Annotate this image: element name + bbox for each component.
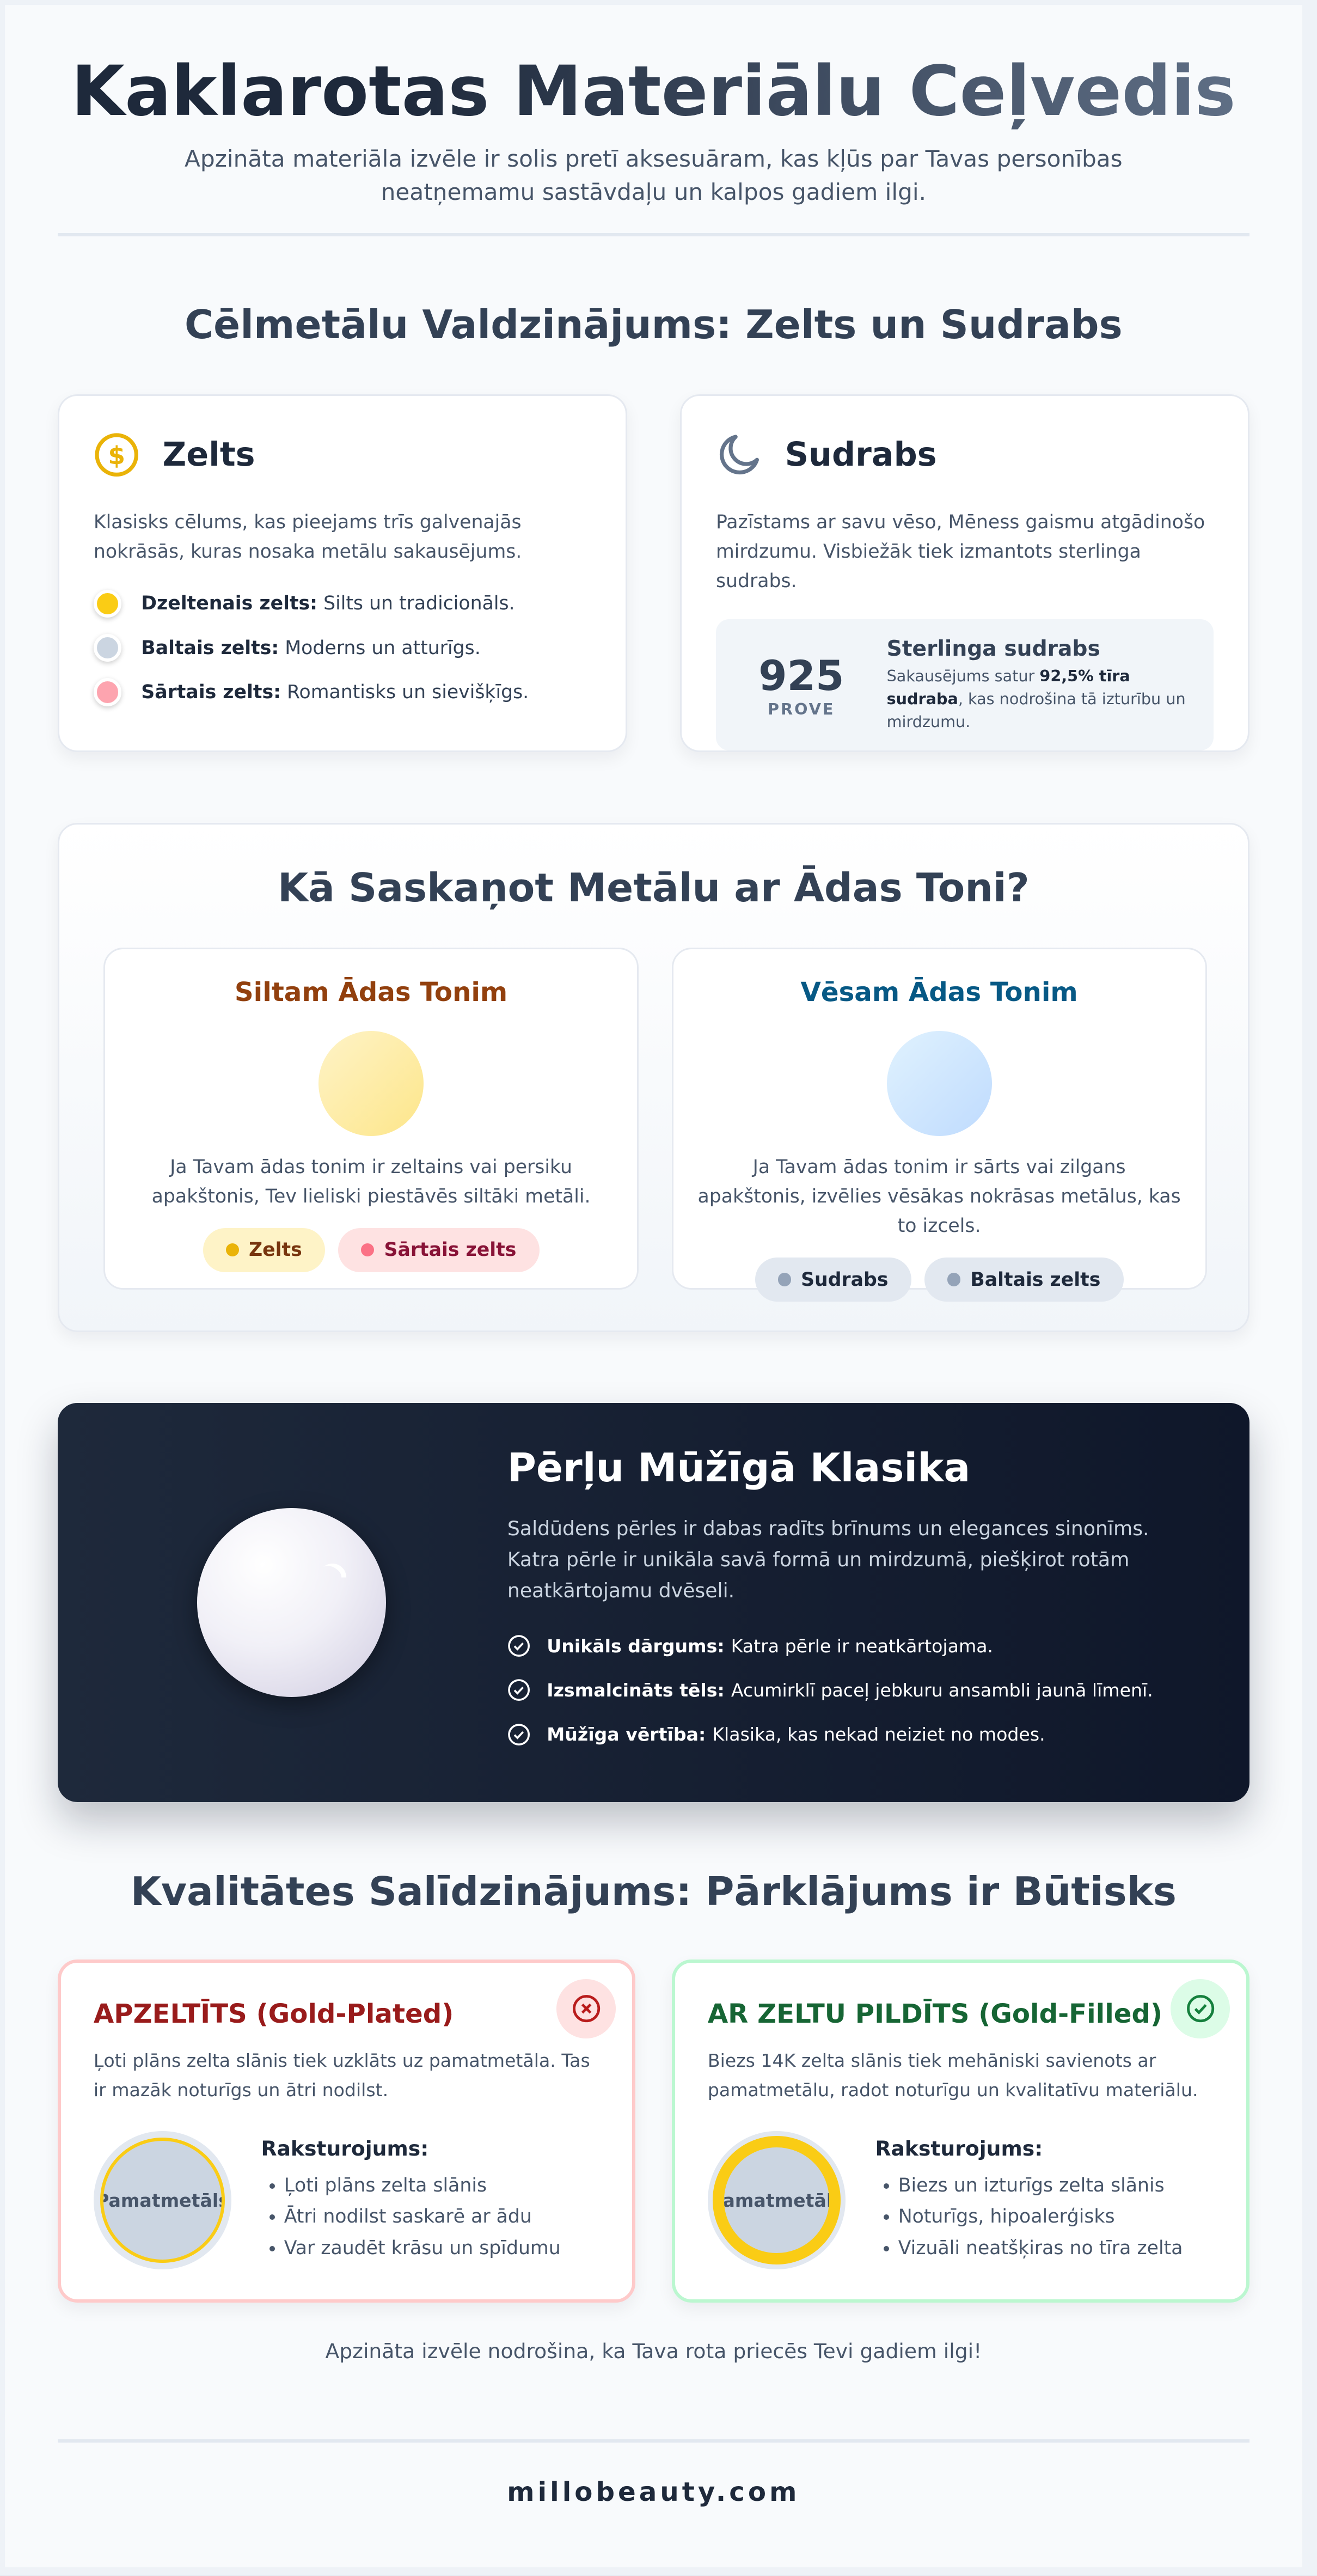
page-title: Kaklarotas Materiālu Ceļvedis <box>5 51 1302 131</box>
skin-heading: Kā Saskaņot Metālu ar Ādas Toni? <box>277 865 1030 912</box>
trait-item: Vizuāli neatšķiras no tīra zelta <box>898 2233 1183 2264</box>
tag-sartais-zelts: Sārtais zelts <box>338 1228 540 1272</box>
footer-note: Apzināta izvēle nodrošina, ka Tava rota … <box>325 2339 982 2363</box>
divider <box>57 233 1250 237</box>
trait-item: Ātri nodilst saskarē ar ādu <box>284 2201 561 2232</box>
warm-title: Siltam Ādas Tonim <box>234 977 508 1008</box>
trait-item: Biezs un izturīgs zelta slānis <box>898 2170 1183 2201</box>
color-dot <box>93 634 122 662</box>
moon-icon <box>719 435 759 475</box>
pearls-section: Pērļu Mūžīgā Klasika Saldūdens pērles ir… <box>57 1402 1250 1802</box>
page: Kaklarotas Materiālu Ceļvedis Apzināta m… <box>5 5 1302 2567</box>
pearls-title: Pērļu Mūžīgā Klasika <box>507 1445 971 1492</box>
plated-list-title: Raksturojums: <box>261 2137 429 2161</box>
sterling-text: Sakausējums satur 92,5% tīra sudraba, ka… <box>886 666 1186 731</box>
sterling-box: 925 PROVE Sterlinga sudrabs Sakausējums sa… <box>715 619 1214 751</box>
filled-description: Biezs 14K zelta slānis tiek mehāniski sa… <box>707 2049 1198 2101</box>
silver-card: Sudrabs Pazīstams ar savu vēso, Mēness g… <box>679 394 1250 753</box>
pearl-feature: Izsmalcināts tēls: Acumirklī paceļ jebkur… <box>507 1678 1230 1701</box>
plated-description: Ļoti plāns zelta slānis tiek uzklāts uz … <box>93 2049 590 2101</box>
filled-list-title: Raksturojums: <box>875 2137 1043 2161</box>
warm-tone-card: Siltam Ādas Tonim Ja Tavam ādas tonim ir… <box>103 948 639 1290</box>
x-circle-icon <box>556 1979 616 2038</box>
plated-diagram: Pamatmetāls <box>93 2131 232 2269</box>
tag-sudrabs: Sudrabs <box>755 1257 911 1302</box>
brand-link[interactable]: millobeauty.com <box>507 2477 800 2508</box>
check-circle-icon <box>507 1634 530 1657</box>
gold-title: Zelts <box>162 436 255 474</box>
cool-swatch <box>886 1030 992 1136</box>
cool-tone-card: Vēsam Ādas Tonim Ja Tavam ādas tonim ir … <box>671 948 1207 1302</box>
tag-zelts: Zelts <box>203 1228 325 1272</box>
filled-diagram: Pamatmetāls <box>707 2131 846 2269</box>
pearl-feature: Unikāls dārgums: Katra pērle ir neatkārto… <box>507 1634 1230 1657</box>
pearls-description: Saldūdens pērles ir dabas radīts brīnums… <box>507 1516 1149 1603</box>
dollar-coin-icon: $ <box>95 433 138 477</box>
metals-heading: Cēlmetālu Valdzinājums: Zelts un Sudrabs <box>185 302 1123 348</box>
silver-title: Sudrabs <box>785 436 937 474</box>
check-circle-icon <box>507 1723 530 1746</box>
cool-description: Ja Tavam ādas tonim ir sārts vai zilgans… <box>697 1156 1181 1237</box>
svg-text:$: $ <box>108 441 125 470</box>
warm-description: Ja Tavam ādas tonim ir zeltains vai pers… <box>151 1156 591 1208</box>
pearl-image <box>197 1507 386 1697</box>
trait-item: Noturīgs, hipoalerģisks <box>898 2201 1183 2232</box>
gold-description: Klasisks cēlums, kas pieejams trīs galve… <box>93 511 522 563</box>
tag-baltais-zelts: Baltais zelts <box>924 1257 1124 1302</box>
gold-variant-item: Dzeltenais zelts: Silts un tradicionāls. <box>93 589 591 618</box>
gold-card: $ Zelts Klasisks cēlums, kas pieejams trī… <box>57 394 628 753</box>
check-circle-icon <box>1171 1979 1230 2038</box>
cool-title: Vēsam Ādas Tonim <box>800 977 1078 1008</box>
check-circle-icon <box>507 1678 530 1701</box>
trait-item: Var zaudēt krāsu un spīdumu <box>284 2233 561 2264</box>
color-dot <box>93 678 122 706</box>
quality-heading: Kvalitātes Salīdzinājums: Pārklājums ir … <box>130 1869 1177 1915</box>
color-dot <box>93 589 122 618</box>
page-subtitle: Apzināta materiāla izvēle ir solis pretī… <box>185 145 1123 205</box>
skin-section: Kā Saskaņot Metālu ar Ādas Toni? Siltam … <box>57 823 1250 1332</box>
trait-item: Ļoti plāns zelta slānis <box>284 2170 561 2201</box>
silver-description: Pazīstams ar savu vēso, Mēness gaismu at… <box>715 511 1205 593</box>
filled-title: AR ZELTU PILDĪTS (Gold-Filled) <box>707 1999 1163 2030</box>
gold-variant-item: Sārtais zelts: Romantisks un sievišķīgs. <box>93 678 591 706</box>
gold-plated-card: APZELTĪTS (Gold-Plated) Ļoti plāns zelta… <box>57 1960 636 2303</box>
plated-title: APZELTĪTS (Gold-Plated) <box>93 1999 454 2030</box>
gold-variant-item: Baltais zelts: Moderns un atturīgs. <box>93 634 591 662</box>
badge-number: 925 <box>758 651 844 700</box>
gold-filled-card: AR ZELTU PILDĪTS (Gold-Filled) Biezs 14K… <box>671 1960 1250 2303</box>
pearl-feature: Mūžīga vērtība: Klasika, kas nekad neizie… <box>507 1723 1230 1746</box>
badge-label: PROVE <box>768 699 835 718</box>
footer-divider <box>57 2439 1250 2443</box>
sterling-title: Sterlinga sudrabs <box>886 636 1100 661</box>
warm-swatch <box>318 1030 424 1136</box>
